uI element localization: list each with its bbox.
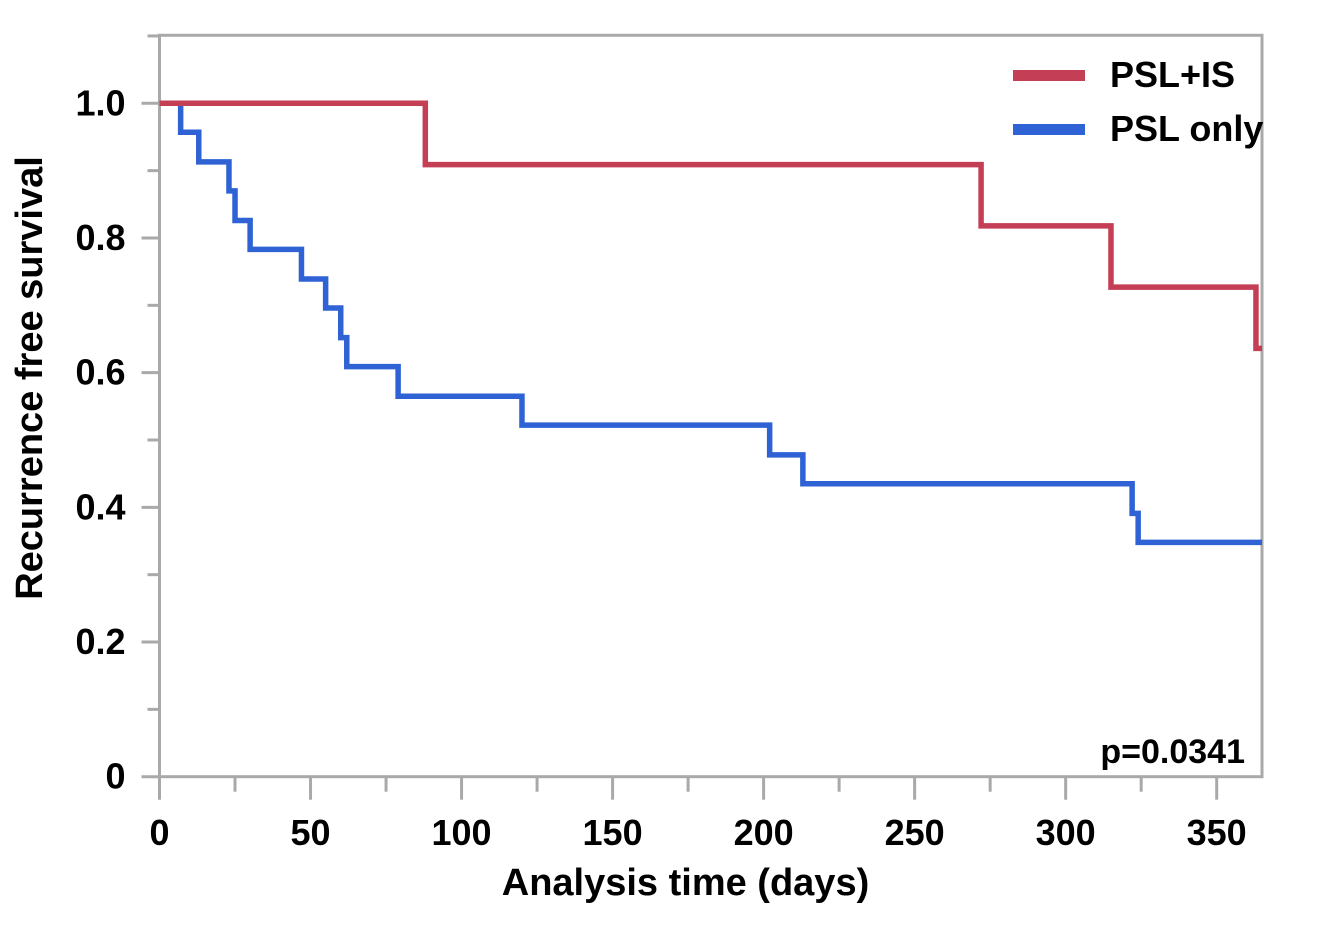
km-curve-psl-only: [159, 100, 1262, 546]
p-value-label: p=0.0341: [1100, 733, 1245, 771]
x-tick-label: 50: [291, 812, 331, 853]
x-tick-label: 250: [885, 812, 945, 853]
legend-label-psl-only: PSL only: [1110, 108, 1264, 149]
y-tick-label: 1.0: [75, 82, 125, 123]
legend-item-psl-is: PSL+IS: [1013, 48, 1263, 102]
legend-label-psl-is: PSL+IS: [1110, 54, 1236, 95]
y-tick-label: 0.4: [75, 486, 125, 527]
legend-swatch-psl-is: [1013, 69, 1085, 81]
x-tick-label: 0: [149, 812, 169, 853]
x-axis-title: Analysis time (days): [501, 862, 870, 904]
x-tick-label: 350: [1187, 812, 1247, 853]
legend: PSL+IS PSL only: [1013, 48, 1263, 156]
legend-swatch-psl-only: [1013, 123, 1085, 135]
y-tick-label: 0.2: [75, 621, 125, 662]
x-tick-label: 150: [583, 812, 643, 853]
km-curve-psl-is: [159, 100, 1262, 352]
y-axis-title: Recurrence free survival: [9, 156, 51, 600]
x-tick-label: 200: [734, 812, 794, 853]
legend-item-psl-only: PSL only: [1013, 102, 1263, 156]
y-tick-label: 0.8: [75, 217, 125, 258]
x-tick-label: 300: [1036, 812, 1096, 853]
y-tick-label: 0.6: [75, 352, 125, 393]
y-tick-label: 0: [105, 756, 125, 797]
plot-border: [158, 33, 1264, 779]
x-tick-label: 100: [432, 812, 492, 853]
